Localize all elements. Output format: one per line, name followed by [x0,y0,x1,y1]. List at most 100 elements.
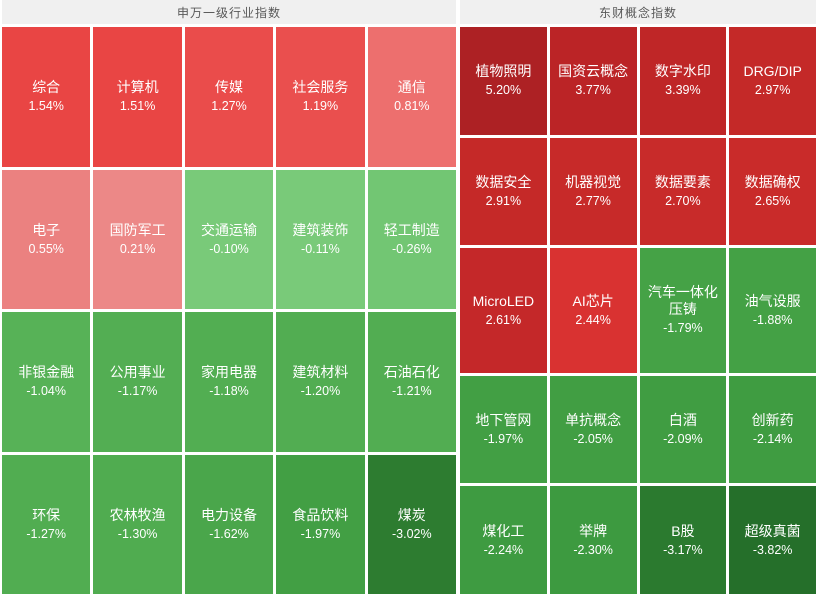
index-change: -1.18% [209,384,249,399]
index-tile[interactable]: 通信 0.81% [367,27,456,167]
index-name: 农林牧渔 [109,506,166,523]
index-name: 电力设备 [200,506,257,523]
index-tile[interactable]: 数据安全 2.91% [460,137,547,246]
index-change: -2.30% [573,542,613,557]
index-tile[interactable]: 汽车一体化压铸 -1.79% [639,248,727,373]
index-section-panel: 东财概念指数 植物照明 5.20% 国资云概念 3.77% 数字水印 3.39%… [460,0,816,594]
index-tile[interactable]: 交通运输 -0.10% [184,169,274,309]
index-tile[interactable]: 石油石化 -1.21% [367,312,456,452]
index-change: 2.65% [754,193,791,208]
index-tile[interactable]: 举牌 -2.30% [549,486,637,594]
index-name: 建筑材料 [292,364,349,381]
index-tile[interactable]: 机器视觉 2.77% [549,137,637,246]
index-tile[interactable]: 白酒 -2.09% [639,375,727,484]
index-name: 数据安全 [475,173,532,190]
index-change: -2.24% [483,542,524,557]
index-change: -1.88% [752,312,793,327]
index-change: -3.82% [752,542,793,557]
index-tile[interactable]: 家用电器 -1.18% [184,312,274,452]
index-name: 汽车一体化压铸 [647,284,718,318]
index-name: 石油石化 [383,364,440,381]
index-name: 综合 [32,79,61,96]
index-tile[interactable]: 电力设备 -1.62% [184,454,274,594]
index-tile[interactable]: 轻工制造 -0.26% [367,169,456,309]
index-name: 通信 [397,79,426,96]
index-tile[interactable]: 环保 -1.27% [2,454,91,594]
index-change: 1.19% [302,99,339,114]
index-change: 3.39% [665,83,701,98]
index-name: 非银金融 [18,364,75,381]
index-tile[interactable]: 计算机 1.51% [93,27,182,167]
index-tile[interactable]: 农林牧渔 -1.30% [93,454,182,594]
index-tile[interactable]: 煤化工 -2.24% [460,486,547,594]
index-change: 1.54% [28,99,64,114]
tile-grid: 植物照明 5.20% 国资云概念 3.77% 数字水印 3.39% DRG/DI… [460,27,816,594]
index-section-panel: 申万一级行业指数 综合 1.54% 计算机 1.51% 传媒 1.27% 社会服… [2,0,456,594]
section-title: 东财概念指数 [460,0,816,24]
index-change: 3.77% [575,83,611,98]
index-tile[interactable]: 超级真菌 -3.82% [729,486,816,594]
index-change: -0.10% [209,241,249,256]
index-change: 2.70% [665,193,701,208]
index-tile[interactable]: 食品饮料 -1.97% [276,454,365,594]
index-tile[interactable]: 建筑材料 -1.20% [276,312,365,452]
index-change: -0.26% [391,241,432,256]
index-name: 公用事业 [109,364,166,381]
index-change: 0.21% [119,241,156,256]
index-change: 0.81% [394,99,430,114]
index-tile[interactable]: AI芯片 2.44% [549,248,637,373]
index-change: -1.62% [209,526,249,541]
index-change: 1.27% [211,99,247,114]
index-name: MicroLED [472,292,535,309]
tile-grid: 综合 1.54% 计算机 1.51% 传媒 1.27% 社会服务 1.19% 通… [2,27,456,594]
index-change: -0.11% [301,241,340,256]
index-name: 交通运输 [200,221,257,238]
index-tile[interactable]: 地下管网 -1.97% [460,375,547,484]
index-tile[interactable]: 电子 0.55% [2,169,91,309]
index-tile[interactable]: MicroLED 2.61% [460,248,547,373]
index-tile[interactable]: 油气设服 -1.88% [729,248,816,373]
index-name: 白酒 [668,412,697,429]
index-name: B股 [671,522,695,539]
index-tile[interactable]: B股 -3.17% [639,486,727,594]
index-change: 2.44% [575,312,611,327]
index-name: 煤化工 [482,522,525,539]
index-change: 0.55% [28,241,64,256]
index-tile[interactable]: 传媒 1.27% [184,27,274,167]
index-change: -2.14% [752,432,793,447]
index-tile[interactable]: 国资云概念 3.77% [549,27,637,135]
index-change: 2.77% [575,193,611,208]
index-change: 2.91% [485,193,522,208]
index-tile[interactable]: 综合 1.54% [2,27,91,167]
index-change: -1.04% [26,384,66,399]
index-change: -1.79% [663,321,703,336]
index-name: 数据要素 [654,173,711,190]
index-name: 建筑装饰 [292,221,349,238]
index-tile[interactable]: 单抗概念 -2.05% [549,375,637,484]
index-tile[interactable]: 公用事业 -1.17% [93,312,182,452]
index-tile[interactable]: 数据要素 2.70% [639,137,727,246]
index-tile[interactable]: 社会服务 1.19% [276,27,365,167]
index-name: 国资云概念 [558,63,629,80]
index-change: 2.97% [754,83,791,98]
index-change: 1.51% [119,99,156,114]
index-tile[interactable]: DRG/DIP 2.97% [729,27,816,135]
index-tile[interactable]: 创新药 -2.14% [729,375,816,484]
index-tile[interactable]: 数字水印 3.39% [639,27,727,135]
index-name: 电子 [32,221,61,238]
index-change: -1.30% [117,526,158,541]
index-tile[interactable]: 国防军工 0.21% [93,169,182,309]
index-change: -1.97% [483,432,524,447]
index-change: 2.61% [485,312,522,327]
index-tile[interactable]: 煤炭 -3.02% [367,454,456,594]
index-tile[interactable]: 建筑装饰 -0.11% [276,169,365,309]
index-tile[interactable]: 数据确权 2.65% [729,137,816,246]
index-change: -3.17% [663,542,703,557]
index-name: DRG/DIP [743,63,802,80]
index-name: 食品饮料 [292,506,349,523]
index-change: -2.09% [663,432,703,447]
index-tile[interactable]: 非银金融 -1.04% [2,312,91,452]
index-tile[interactable]: 植物照明 5.20% [460,27,547,135]
index-change: -3.02% [391,526,432,541]
